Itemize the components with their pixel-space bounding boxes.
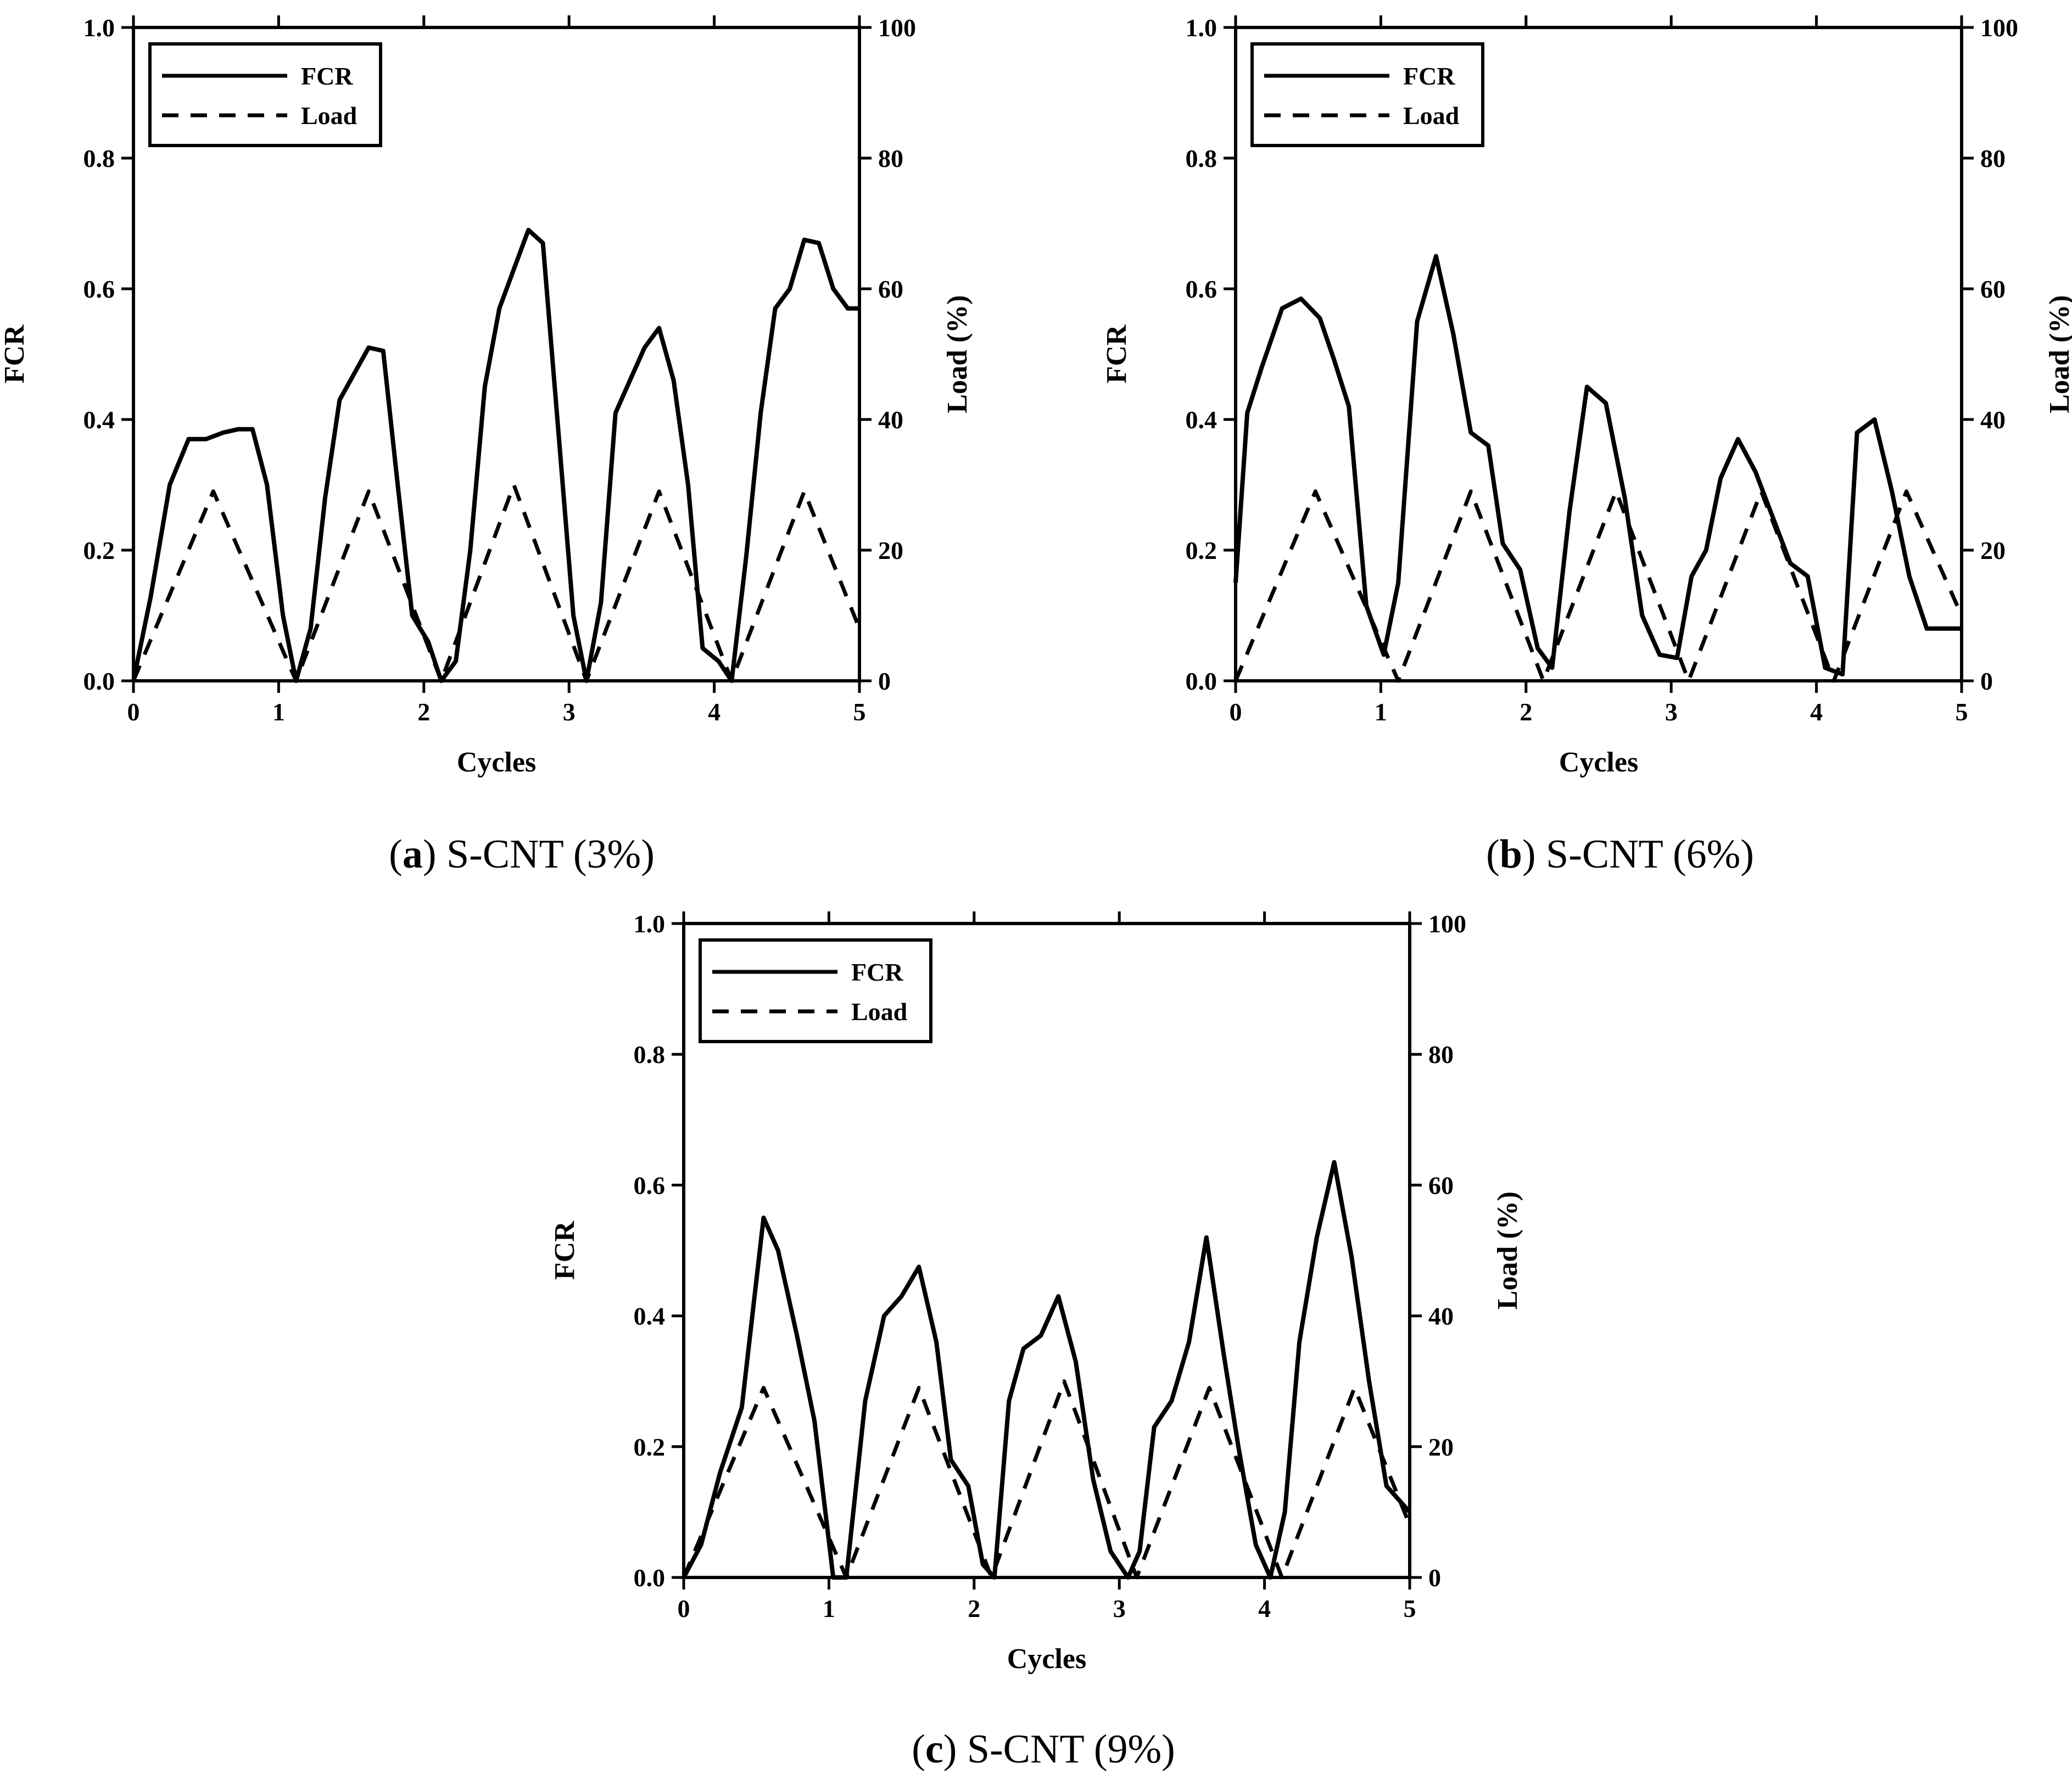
x-tick-label: 3 bbox=[1113, 1594, 1126, 1622]
plot-frame bbox=[132, 26, 861, 682]
y2-tick-label: 60 bbox=[878, 275, 903, 303]
y2-tick-label: 60 bbox=[1428, 1171, 1454, 1199]
y2-axis-title: Load (%) bbox=[942, 295, 973, 413]
x-tick-label: 2 bbox=[1520, 698, 1532, 726]
x-axis-title: Cycles bbox=[1559, 747, 1638, 778]
y-tick-label: 0.6 bbox=[83, 275, 115, 303]
legend-box bbox=[1250, 42, 1484, 147]
y-tick-label: 0.4 bbox=[1186, 406, 1217, 434]
y2-tick-label: 40 bbox=[1428, 1302, 1454, 1330]
chart-panel-c: 0 1 2 3 4 5 0.0 0.2 0.4 0.6 0.8 1.0 0 20 40 60 80 100 Cycl… bbox=[549, 910, 1523, 1675]
legend-box bbox=[148, 42, 382, 147]
y-tick-label: 0.6 bbox=[634, 1171, 666, 1199]
y-axis-title: FCR bbox=[1101, 324, 1132, 383]
legend-label-fcr: FCR bbox=[851, 958, 903, 986]
legend-label-fcr: FCR bbox=[1403, 62, 1455, 90]
y2-tick-label: 0 bbox=[878, 667, 891, 695]
panel-caption-b: (b) S-CNT (6%) bbox=[1486, 832, 1754, 877]
y-tick-label: 0.0 bbox=[83, 667, 115, 695]
y-tick-label: 0.2 bbox=[83, 536, 115, 564]
y2-tick-label: 100 bbox=[878, 14, 916, 42]
y2-tick-label: 0 bbox=[1428, 1564, 1441, 1592]
x-tick-label: 2 bbox=[417, 698, 430, 726]
y2-axis-title: Load (%) bbox=[1492, 1191, 1523, 1310]
y2-tick-label: 20 bbox=[1980, 536, 2006, 564]
legend-box bbox=[699, 938, 932, 1043]
plot-frame bbox=[682, 922, 1411, 1579]
legend-label-load: Load bbox=[851, 998, 908, 1026]
chart-panel-b: 0 1 2 3 4 5 0.0 0.2 0.4 0.6 0.8 1.0 0 20 40 60 80 100 Cycl… bbox=[1101, 14, 2072, 778]
x-tick-label: 0 bbox=[1230, 698, 1242, 726]
series-line-fcr bbox=[131, 227, 859, 683]
series-line-fcr bbox=[682, 1160, 1411, 1580]
x-tick-label: 3 bbox=[1665, 698, 1678, 726]
series-line-fcr bbox=[1233, 254, 1962, 677]
y2-axis-title: Load (%) bbox=[2044, 295, 2072, 413]
y-tick-label: 0.0 bbox=[1186, 667, 1217, 695]
y2-tick-label: 60 bbox=[1980, 275, 2006, 303]
y-tick-label: 0.4 bbox=[634, 1302, 666, 1330]
plot-frame bbox=[1234, 26, 1963, 682]
x-axis-title: Cycles bbox=[1007, 1643, 1086, 1675]
y2-tick-label: 100 bbox=[1980, 14, 2018, 42]
y2-tick-label: 20 bbox=[878, 536, 903, 564]
x-tick-label: 1 bbox=[823, 1594, 835, 1622]
y-axis-title: FCR bbox=[0, 324, 30, 383]
x-tick-label: 5 bbox=[1956, 698, 1968, 726]
y2-tick-label: 80 bbox=[1428, 1040, 1454, 1068]
y-tick-label: 0.0 bbox=[634, 1564, 666, 1592]
x-tick-label: 2 bbox=[968, 1594, 980, 1622]
series-line-load bbox=[682, 1379, 1412, 1580]
x-tick-label: 4 bbox=[1810, 698, 1823, 726]
y-tick-label: 0.8 bbox=[83, 144, 115, 172]
x-tick-label: 1 bbox=[1375, 698, 1387, 726]
x-tick-label: 1 bbox=[272, 698, 285, 726]
y-tick-label: 0.4 bbox=[83, 406, 115, 434]
legend-label-fcr: FCR bbox=[301, 62, 353, 90]
x-tick-label: 0 bbox=[678, 1594, 690, 1622]
series-line-load bbox=[131, 483, 862, 683]
x-tick-label: 4 bbox=[708, 698, 721, 726]
x-tick-label: 3 bbox=[563, 698, 576, 726]
y2-tick-label: 0 bbox=[1980, 667, 1993, 695]
panel-caption-a: (a) S-CNT (3%) bbox=[389, 832, 655, 877]
y2-tick-label: 20 bbox=[1428, 1433, 1454, 1461]
y2-tick-label: 100 bbox=[1428, 910, 1466, 938]
x-tick-label: 5 bbox=[853, 698, 866, 726]
legend-label-load: Load bbox=[1403, 102, 1460, 130]
y2-tick-label: 80 bbox=[878, 144, 903, 172]
chart-panel-a: 0 1 2 3 4 5 0.0 0.2 0.4 0.6 0.8 1.0 0 20 40 60 80 100 Cycl… bbox=[0, 14, 973, 778]
x-tick-label: 5 bbox=[1404, 1594, 1416, 1622]
x-axis-title: Cycles bbox=[457, 747, 536, 778]
legend-label-load: Load bbox=[301, 102, 358, 130]
y-tick-label: 1.0 bbox=[634, 910, 666, 938]
y2-tick-label: 80 bbox=[1980, 144, 2006, 172]
series-line-load bbox=[1233, 489, 1964, 683]
y-tick-label: 0.6 bbox=[1186, 275, 1217, 303]
panel-caption-c: (c) S-CNT (9%) bbox=[912, 1727, 1175, 1772]
y-tick-label: 0.2 bbox=[634, 1433, 666, 1461]
y-tick-label: 0.8 bbox=[1186, 144, 1217, 172]
y-tick-label: 1.0 bbox=[83, 14, 115, 42]
y2-tick-label: 40 bbox=[878, 406, 903, 434]
x-tick-label: 4 bbox=[1258, 1594, 1271, 1622]
y-tick-label: 1.0 bbox=[1186, 14, 1217, 42]
y-axis-title: FCR bbox=[549, 1221, 580, 1280]
x-tick-label: 0 bbox=[127, 698, 140, 726]
y-tick-label: 0.8 bbox=[634, 1040, 666, 1068]
y-tick-label: 0.2 bbox=[1186, 536, 1217, 564]
y2-tick-label: 40 bbox=[1980, 406, 2006, 434]
